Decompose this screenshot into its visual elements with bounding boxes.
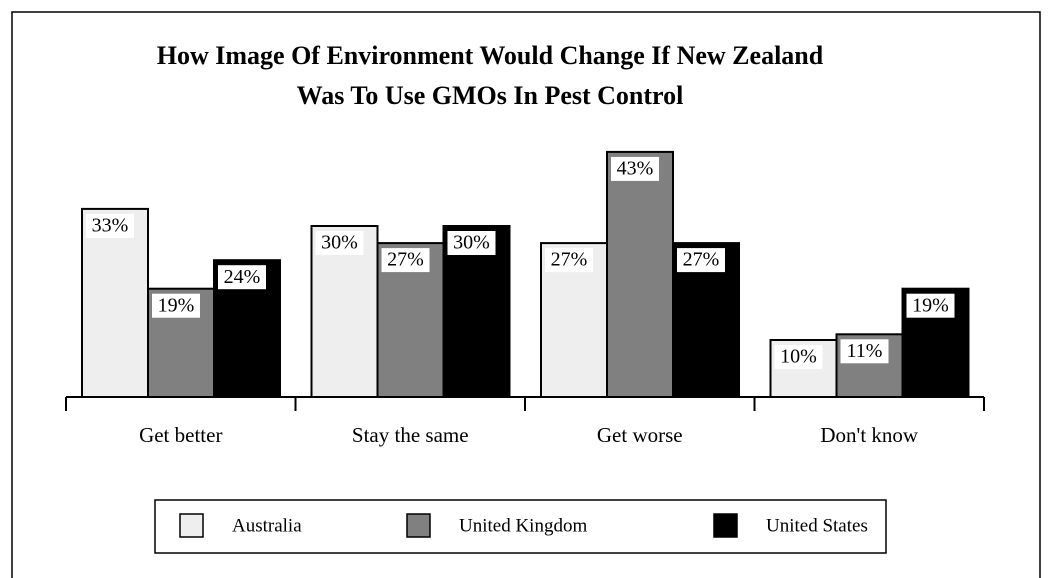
x-tick-label: Don't know xyxy=(820,423,919,447)
value-label-bg xyxy=(774,345,823,369)
value-label: 30% xyxy=(453,232,490,254)
legend-swatch xyxy=(713,513,738,538)
legend-label: United Kingdom xyxy=(459,515,587,536)
bar xyxy=(81,207,149,398)
value-label: 27% xyxy=(387,249,424,271)
value-label-bg xyxy=(840,339,889,364)
value-label-bg xyxy=(906,293,955,318)
value-label: 43% xyxy=(617,157,654,179)
value-label: 19% xyxy=(912,294,949,316)
legend-label: Australia xyxy=(232,515,302,536)
value-label-bg xyxy=(152,293,200,318)
value-label: 27% xyxy=(683,249,720,271)
legend-swatch xyxy=(406,513,431,538)
bar xyxy=(606,150,674,398)
value-label: 33% xyxy=(92,214,129,236)
x-tick-label: Get better xyxy=(139,423,222,447)
value-label: 27% xyxy=(551,249,588,271)
value-label-bg xyxy=(545,248,593,273)
legend-swatch xyxy=(179,513,204,538)
legend-box xyxy=(154,499,887,554)
value-label: 19% xyxy=(158,294,195,316)
value-label: 10% xyxy=(780,346,817,368)
value-label-bg xyxy=(611,156,659,181)
value-label: 24% xyxy=(224,266,261,288)
legend-label: United States xyxy=(766,515,868,536)
value-label-bg xyxy=(86,213,134,238)
chart-title: How Image Of Environment Would Change If… xyxy=(157,41,824,110)
value-label: 30% xyxy=(321,232,358,254)
value-label-bg xyxy=(218,265,266,290)
value-label-bg xyxy=(677,248,725,273)
value-label: 11% xyxy=(847,340,883,362)
x-tick-label: Stay the same xyxy=(352,423,469,447)
x-tick-label: Get worse xyxy=(597,423,683,447)
value-label-bg xyxy=(381,248,430,273)
value-label-bg xyxy=(315,231,364,255)
value-label-bg xyxy=(447,231,496,255)
